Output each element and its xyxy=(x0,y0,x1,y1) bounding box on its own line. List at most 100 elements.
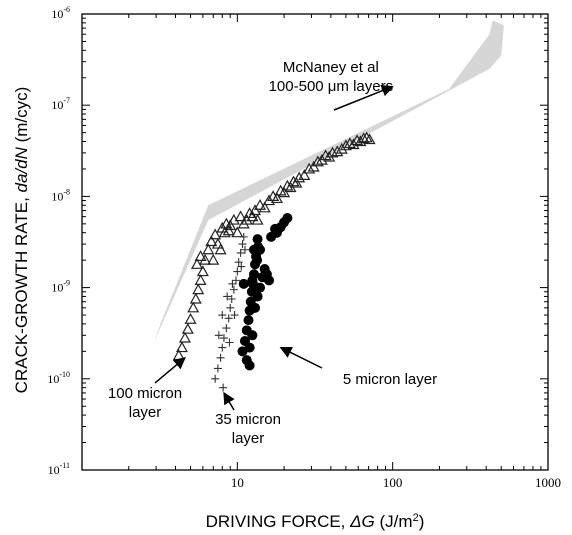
point-triangle xyxy=(190,258,204,269)
annotation-arrow xyxy=(154,357,186,384)
point-plus xyxy=(219,334,228,343)
y-tick-label: 10-9 xyxy=(51,279,70,295)
point-triangle xyxy=(298,169,311,180)
y-tick-label: 10-11 xyxy=(48,461,70,477)
point-plus xyxy=(225,338,234,347)
point-triangle xyxy=(339,139,352,151)
point-plus xyxy=(228,279,237,288)
annotation-mcnaney: McNaney et al 100-500 μm layers xyxy=(269,59,394,111)
point-plus xyxy=(239,232,248,241)
axis-ticks: 10 100 1000 10-6 10-7 10-8 10-9 10-10 10-11 xyxy=(47,5,561,490)
point-triangle xyxy=(311,155,324,167)
point-circle xyxy=(250,282,261,293)
point-triangle xyxy=(187,301,200,313)
y-tick-label: 10-6 xyxy=(51,5,70,21)
point-triangle xyxy=(231,226,244,238)
point-triangle xyxy=(181,322,194,334)
point-circle xyxy=(252,291,263,302)
annotation-arrow xyxy=(333,85,394,111)
data-series xyxy=(172,131,376,392)
point-circle xyxy=(270,223,281,234)
point-triangle xyxy=(207,253,220,265)
point-plus xyxy=(234,258,243,267)
point-plus xyxy=(214,331,223,340)
point-triangle xyxy=(184,312,197,324)
annotation-arrow xyxy=(223,391,235,411)
point-plus xyxy=(227,294,236,303)
point-triangle xyxy=(357,132,370,144)
annotation-text: 100 micron layer xyxy=(108,385,182,421)
point-triangle xyxy=(178,331,191,343)
point-plus xyxy=(226,303,235,312)
point-triangle xyxy=(175,341,188,353)
point-triangle xyxy=(214,243,227,255)
point-triangle xyxy=(335,142,348,154)
point-circle xyxy=(264,275,275,286)
point-triangle xyxy=(194,250,207,261)
point-plus xyxy=(237,262,246,271)
series-100-micron-layer xyxy=(172,131,376,361)
point-circle xyxy=(238,278,249,289)
y-axis-label: CRACK-GROWTH RATE, da/dN (m/cyc) xyxy=(12,87,31,394)
point-triangle xyxy=(249,204,262,216)
point-triangle xyxy=(237,217,250,229)
point-triangle xyxy=(246,210,259,222)
point-triangle xyxy=(218,226,231,238)
annotation-text: McNaney et al 100-500 μm layers xyxy=(269,59,394,95)
point-triangle xyxy=(189,292,202,304)
point-triangle xyxy=(194,274,207,285)
point-triangle xyxy=(287,175,300,187)
x-axis-label: DRIVING FORCE, ΔG (J/m2) xyxy=(206,512,425,531)
point-triangle xyxy=(303,162,316,174)
point-plus xyxy=(211,374,220,383)
point-triangle xyxy=(354,135,367,147)
annotation-arrow xyxy=(279,346,323,369)
point-triangle xyxy=(363,133,376,145)
y-tick-label: 10-10 xyxy=(47,370,70,386)
y-tick-label: 10-7 xyxy=(51,96,70,112)
point-circle xyxy=(282,212,293,223)
point-triangle xyxy=(209,228,222,240)
annotation-35-micron: 35 micron layer xyxy=(215,391,281,447)
point-triangle xyxy=(222,224,235,236)
point-plus xyxy=(231,276,240,285)
point-plus xyxy=(236,248,245,257)
point-triangle xyxy=(293,171,306,183)
point-circle xyxy=(248,244,259,255)
point-triangle xyxy=(258,201,271,213)
annotation-text: 35 micron layer xyxy=(215,411,281,447)
point-circle xyxy=(250,302,261,313)
point-plus xyxy=(229,285,238,294)
y-tick-label: 10-8 xyxy=(51,187,70,203)
point-triangle xyxy=(290,176,303,188)
point-triangle xyxy=(270,192,284,204)
point-plus xyxy=(216,353,225,362)
point-triangle xyxy=(240,213,253,225)
x-tick-label: 100 xyxy=(383,475,403,490)
point-plus xyxy=(218,311,227,320)
point-triangle xyxy=(224,219,237,231)
point-triangle xyxy=(331,145,344,157)
point-triangle xyxy=(254,199,267,210)
point-plus xyxy=(238,240,247,249)
point-circle xyxy=(243,315,254,326)
point-circle xyxy=(266,231,277,242)
series-35-micron-layer xyxy=(211,232,249,392)
point-circle xyxy=(252,234,263,245)
point-triangle xyxy=(199,253,212,265)
point-triangle xyxy=(192,283,205,295)
point-triangle xyxy=(211,237,224,249)
x-tick-label: 1000 xyxy=(535,475,561,490)
point-plus xyxy=(233,267,242,276)
point-triangle xyxy=(234,210,247,222)
point-circle xyxy=(252,255,263,266)
series-5-micron-layer xyxy=(237,212,293,371)
point-triangle xyxy=(307,160,320,172)
plot-frame xyxy=(81,13,549,471)
point-plus xyxy=(218,343,227,352)
point-plus xyxy=(222,324,231,333)
point-triangle xyxy=(205,235,218,247)
x-tick-label: 10 xyxy=(231,475,244,490)
point-circle xyxy=(247,330,258,341)
